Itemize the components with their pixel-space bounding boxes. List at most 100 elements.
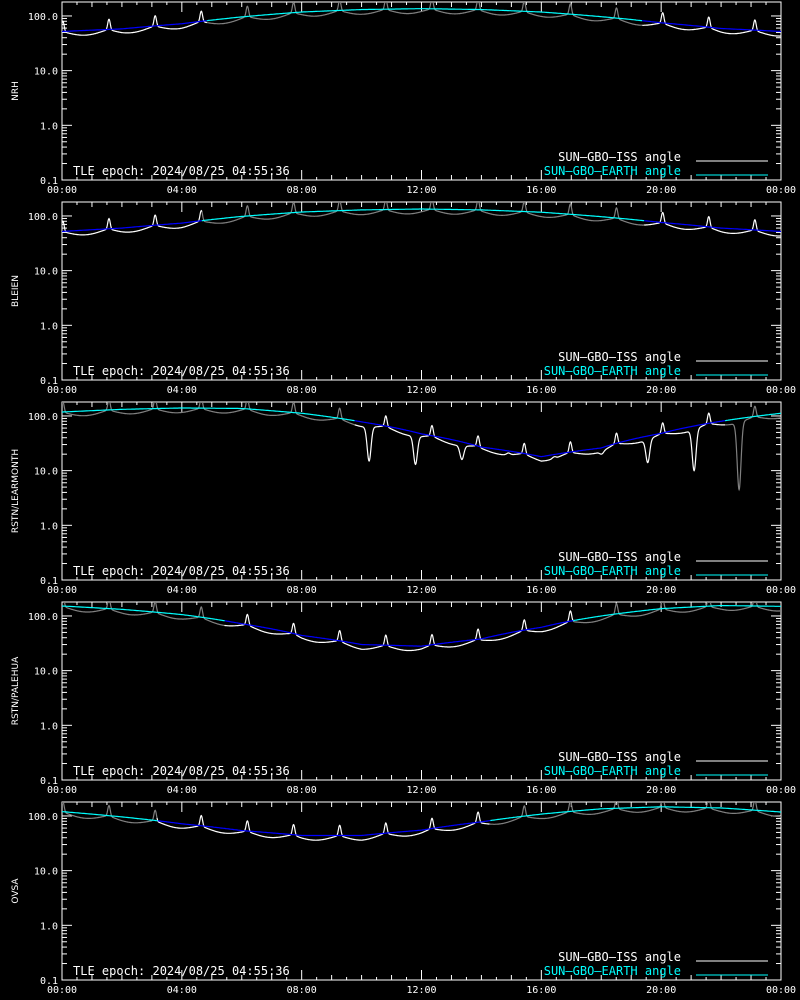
epoch-label: TLE epoch: 2024/08/25 04:55:36 xyxy=(73,564,290,578)
x-tick-label: 00:00 xyxy=(47,985,77,996)
iss-angle-line xyxy=(62,802,158,824)
y-tick-label: 100.0 xyxy=(28,812,58,823)
earth-angle-line xyxy=(206,8,643,22)
chart-panel-2: 0.1 1.0 10.0 100.0 00:00 04:00 08:00 12:00 16:00… xyxy=(11,201,796,396)
x-tick-label: 20:00 xyxy=(646,785,676,796)
chart-panel-4: 0.1 1.0 10.0 100.0 00:00 04:00 08:00 12:00 16:00… xyxy=(11,601,796,796)
y-tick-label: 1.0 xyxy=(40,321,58,332)
y-tick-label: 0.1 xyxy=(40,176,58,187)
epoch-label: TLE epoch: 2024/08/25 04:55:36 xyxy=(73,364,290,378)
earth-angle-line xyxy=(224,620,574,647)
earth-angle-line xyxy=(62,20,207,33)
earth-angle-line xyxy=(642,20,781,33)
x-tick-label: 12:00 xyxy=(406,585,436,596)
x-tick-label: 08:00 xyxy=(287,385,317,396)
chart-panel-1: 0.1 1.0 10.0 100.0 00:00 04:00 08:00 12:00 16:00… xyxy=(11,1,796,196)
x-tick-label: 16:00 xyxy=(526,185,556,196)
iss-angle-line xyxy=(201,202,645,226)
epoch-label: TLE epoch: 2024/08/25 04:55:36 xyxy=(73,764,290,778)
legend-label-iss: SUN—GBO—ISS angle xyxy=(558,350,681,364)
chart-panel-3: 0.1 1.0 10.0 100.0 00:00 04:00 08:00 12:00 16:00… xyxy=(11,401,796,596)
legend-label-iss: SUN—GBO—ISS angle xyxy=(558,150,681,164)
legend-label-iss: SUN—GBO—ISS angle xyxy=(558,550,681,564)
plot-area xyxy=(62,602,781,652)
iss-angle-line xyxy=(62,402,355,426)
iss-angle-line xyxy=(62,209,203,236)
iss-angle-line xyxy=(207,2,643,26)
earth-angle-line xyxy=(62,220,202,233)
iss-angle-line xyxy=(642,12,781,37)
x-tick-label: 00:00 xyxy=(766,785,796,796)
y-axis-label: NRH xyxy=(11,81,21,101)
y-tick-label: 100.0 xyxy=(28,412,58,423)
y-axis-label: BLEIEN xyxy=(11,275,21,307)
y-tick-label: 10.0 xyxy=(34,267,58,278)
iss-angle-line xyxy=(489,802,781,825)
x-tick-label: 00:00 xyxy=(766,385,796,396)
x-tick-label: 00:00 xyxy=(47,585,77,596)
iss-angle-line xyxy=(644,211,781,237)
x-tick-label: 04:00 xyxy=(167,785,197,796)
x-tick-label: 12:00 xyxy=(406,185,436,196)
earth-angle-line xyxy=(157,819,491,837)
iss-angle-line xyxy=(156,811,490,841)
y-tick-label: 0.1 xyxy=(40,576,58,587)
iss-angle-line xyxy=(572,602,781,624)
x-tick-label: 00:00 xyxy=(766,985,796,996)
y-tick-label: 10.0 xyxy=(34,67,58,78)
y-tick-label: 1.0 xyxy=(40,121,58,132)
legend-label-earth: SUN—GBO—EARTH angle xyxy=(544,964,681,978)
iss-angle-line xyxy=(62,10,208,36)
y-tick-label: 100.0 xyxy=(28,612,58,623)
y-tick-label: 10.0 xyxy=(34,667,58,678)
plot-area xyxy=(62,2,781,37)
x-tick-label: 08:00 xyxy=(287,585,317,596)
y-tick-label: 1.0 xyxy=(40,921,58,932)
earth-angle-line xyxy=(354,420,726,458)
plot-area xyxy=(62,402,781,492)
y-tick-label: 10.0 xyxy=(34,467,58,478)
x-tick-label: 12:00 xyxy=(406,785,436,796)
x-tick-label: 20:00 xyxy=(646,585,676,596)
x-tick-label: 12:00 xyxy=(406,985,436,996)
iss-angle-line xyxy=(224,610,574,652)
legend-label-earth: SUN—GBO—EARTH angle xyxy=(544,564,681,578)
x-tick-label: 04:00 xyxy=(167,985,197,996)
legend-label-earth: SUN—GBO—EARTH angle xyxy=(544,164,681,178)
earth-angle-line xyxy=(201,208,645,222)
y-tick-label: 1.0 xyxy=(40,721,58,732)
earth-angle-line xyxy=(62,811,158,822)
earth-angle-line xyxy=(644,220,781,233)
x-tick-label: 20:00 xyxy=(646,185,676,196)
x-tick-label: 20:00 xyxy=(646,385,676,396)
earth-angle-line xyxy=(62,407,355,422)
earth-angle-line xyxy=(62,605,225,622)
y-tick-label: 0.1 xyxy=(40,776,58,787)
earth-angle-line xyxy=(490,806,781,822)
earth-angle-line xyxy=(725,412,781,422)
x-tick-label: 04:00 xyxy=(167,385,197,396)
x-tick-label: 00:00 xyxy=(766,585,796,596)
iss-angle-line xyxy=(354,412,725,472)
epoch-label: TLE epoch: 2024/08/25 04:55:36 xyxy=(73,964,290,978)
legend-label-earth: SUN—GBO—EARTH angle xyxy=(544,764,681,778)
epoch-label: TLE epoch: 2024/08/25 04:55:36 xyxy=(73,164,290,178)
x-tick-label: 00:00 xyxy=(47,385,77,396)
chart-panel-5: 0.1 1.0 10.0 100.0 00:00 04:00 08:00 12:00 16:00… xyxy=(11,801,796,996)
x-tick-label: 00:00 xyxy=(766,185,796,196)
x-tick-label: 04:00 xyxy=(167,585,197,596)
legend-label-iss: SUN—GBO—ISS angle xyxy=(558,750,681,764)
x-tick-label: 08:00 xyxy=(287,985,317,996)
x-tick-label: 00:00 xyxy=(47,785,77,796)
earth-angle-line xyxy=(573,604,781,622)
y-tick-label: 0.1 xyxy=(40,976,58,987)
x-tick-label: 12:00 xyxy=(406,385,436,396)
iss-angle-line xyxy=(63,602,225,627)
y-axis-label: OVSA xyxy=(11,878,21,904)
y-axis-label: RSTN/LEARMONTH xyxy=(11,449,21,533)
plot-area xyxy=(62,802,781,841)
x-tick-label: 16:00 xyxy=(526,785,556,796)
y-tick-label: 100.0 xyxy=(28,212,58,223)
iss-angle-line xyxy=(725,405,781,492)
